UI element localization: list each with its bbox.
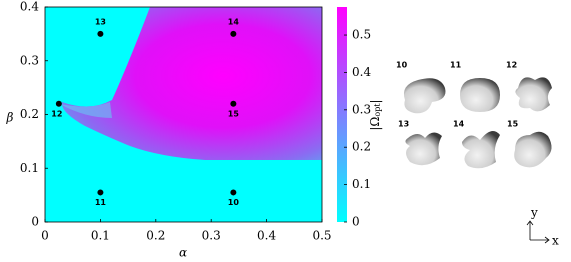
colorbar-tick-label: 0.3 bbox=[352, 102, 371, 116]
shape-label: 12 bbox=[506, 61, 517, 70]
point bbox=[230, 100, 237, 107]
point-label: 13 bbox=[95, 17, 106, 26]
y-tick-label: 0 bbox=[31, 215, 39, 229]
shapes bbox=[403, 77, 552, 169]
colorbar bbox=[337, 7, 347, 222]
point-label: 12 bbox=[51, 109, 62, 118]
axis-glyph-label: y bbox=[530, 206, 538, 220]
shape-labels: 10 11 12 13 14 15 bbox=[396, 61, 519, 129]
colorbar-tick-label: 0.5 bbox=[352, 28, 371, 42]
colorbar-tick-label: 0 bbox=[352, 215, 360, 229]
point-label: 15 bbox=[228, 109, 240, 118]
point-label: 14 bbox=[228, 17, 240, 26]
y-axis-title: β bbox=[6, 111, 14, 125]
colorbar-tick-label: 0.4 bbox=[352, 65, 371, 79]
point-label: 10 bbox=[228, 198, 240, 207]
shape-label: 14 bbox=[453, 120, 465, 129]
y-tick-label: 0.4 bbox=[20, 0, 39, 14]
colorbar-tick-label: 0.2 bbox=[352, 140, 371, 154]
point bbox=[97, 30, 104, 37]
colorbar-label: |Ωopt| bbox=[368, 99, 383, 130]
point bbox=[97, 189, 104, 196]
y-tick-label: 0.2 bbox=[20, 107, 39, 121]
x-tick-label: 0.2 bbox=[146, 229, 165, 243]
point-label: 11 bbox=[95, 198, 107, 207]
x-tick-label: 0 bbox=[41, 229, 49, 243]
shape-label: 10 bbox=[396, 61, 408, 70]
shape-label: 15 bbox=[507, 120, 519, 129]
y-tick-label: 0.1 bbox=[20, 161, 39, 175]
y-tick-label: 0.3 bbox=[20, 53, 39, 67]
colorbar-tick-label: 0.1 bbox=[352, 177, 371, 191]
axes-glyph bbox=[526, 220, 550, 244]
axis-glyph-label: x bbox=[552, 234, 559, 248]
x-tick-label: 0.3 bbox=[202, 229, 221, 243]
point bbox=[55, 100, 62, 107]
x-tick-label: 0.5 bbox=[312, 229, 331, 243]
shape-label: 11 bbox=[450, 61, 462, 70]
x-tick-label: 0.4 bbox=[257, 229, 276, 243]
heatmap bbox=[45, 7, 322, 222]
point bbox=[230, 189, 237, 196]
point bbox=[230, 30, 237, 37]
x-axis-title: α bbox=[179, 246, 187, 260]
shape-label: 13 bbox=[398, 120, 409, 129]
x-tick-label: 0.1 bbox=[91, 229, 110, 243]
